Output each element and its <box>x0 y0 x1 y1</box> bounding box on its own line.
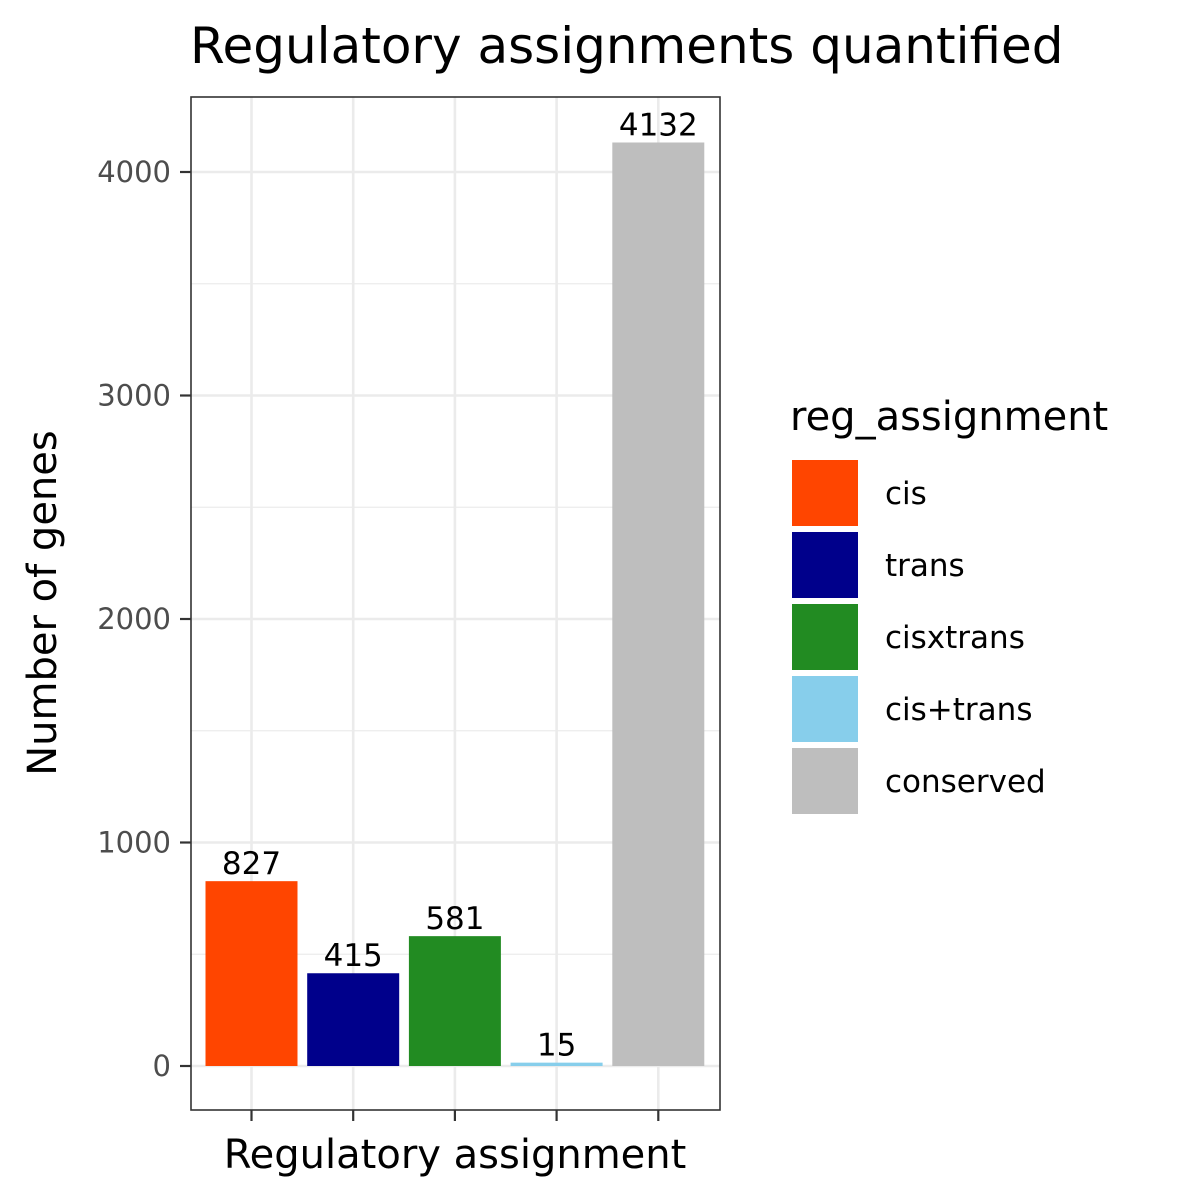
legend-key <box>792 604 858 670</box>
legend-key <box>792 460 858 526</box>
bar-data-label: 15 <box>537 1028 576 1064</box>
y-axis-title: Number of genes <box>20 430 66 775</box>
bar-labels: 827 415 581 15 4132 <box>222 107 698 1063</box>
bar-cis <box>205 881 298 1066</box>
legend-items: cis trans cisxtrans cis+trans conserved <box>792 460 1046 814</box>
y-tick-label: 3000 <box>97 379 171 413</box>
legend-label: cisxtrans <box>885 620 1025 656</box>
bar-cis-trans <box>510 1062 603 1066</box>
bar-cisxtrans <box>408 936 501 1066</box>
legend-key <box>792 532 858 598</box>
y-axis: 0 1000 2000 3000 4000 <box>97 155 191 1083</box>
legend-label: cis <box>885 476 927 512</box>
bars <box>205 142 705 1067</box>
legend-label: conserved <box>885 764 1046 800</box>
x-axis <box>250 1110 660 1121</box>
y-tick-label: 1000 <box>97 826 171 860</box>
legend-key <box>792 676 858 742</box>
bar-conserved <box>612 142 705 1067</box>
x-axis-title: Regulatory assignment <box>224 1132 687 1178</box>
bar-data-label: 4132 <box>619 107 698 143</box>
chart-title: Regulatory assignments quantified <box>190 17 1063 75</box>
bar-data-label: 827 <box>222 846 281 882</box>
legend: reg_assignment cis trans cisxtrans cis+tran… <box>790 394 1108 814</box>
bar-data-label: 415 <box>324 938 383 974</box>
plot-panel: 827 415 581 15 4132 <box>190 96 721 1111</box>
legend-label: trans <box>885 548 965 584</box>
legend-label: cis+trans <box>885 692 1032 728</box>
y-tick-label: 0 <box>153 1049 171 1083</box>
y-tick-label: 2000 <box>97 602 171 636</box>
y-tick-label: 4000 <box>97 155 171 189</box>
bar-data-label: 581 <box>425 901 484 937</box>
legend-key <box>792 748 858 814</box>
bar-trans <box>307 973 400 1066</box>
legend-title: reg_assignment <box>790 394 1108 440</box>
